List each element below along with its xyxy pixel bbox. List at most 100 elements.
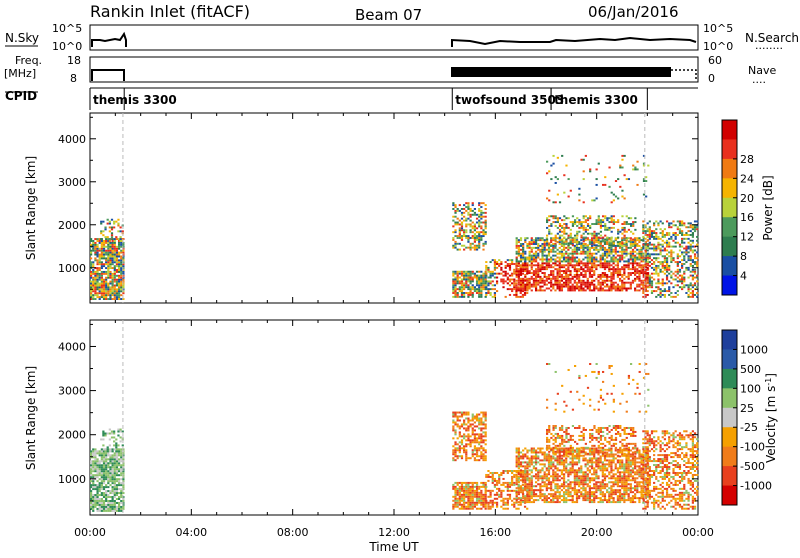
heatmap-cell bbox=[478, 492, 480, 494]
heatmap-cell bbox=[546, 495, 548, 497]
heatmap-cell bbox=[649, 244, 651, 246]
heatmap-cell bbox=[465, 286, 467, 288]
heatmap-cell bbox=[546, 262, 548, 264]
heatmap-cell bbox=[522, 465, 524, 467]
heatmap-cell bbox=[90, 265, 92, 267]
heatmap-cell bbox=[668, 290, 670, 292]
heatmap-cell bbox=[565, 499, 567, 501]
heatmap-cell bbox=[469, 498, 471, 500]
heatmap-cell bbox=[628, 178, 630, 180]
heatmap-cell bbox=[507, 265, 509, 267]
heatmap-cell bbox=[459, 271, 461, 273]
heatmap-cell bbox=[469, 439, 471, 441]
heatmap-cell bbox=[567, 479, 569, 481]
heatmap-cell bbox=[624, 221, 626, 223]
heatmap-cell bbox=[585, 471, 587, 473]
heatmap-cell bbox=[109, 448, 111, 450]
heatmap-cell bbox=[623, 257, 625, 259]
heatmap-cell bbox=[546, 288, 548, 290]
heatmap-cell bbox=[687, 284, 689, 286]
heatmap-cell bbox=[463, 249, 465, 251]
heatmap-cell bbox=[480, 216, 482, 218]
heatmap-cell bbox=[645, 196, 647, 198]
heatmap-cell bbox=[509, 482, 511, 484]
heatmap-cell bbox=[474, 437, 476, 439]
heatmap-cell bbox=[552, 465, 554, 467]
heatmap-cell bbox=[524, 495, 526, 497]
heatmap-cell bbox=[595, 260, 597, 262]
heatmap-cell bbox=[621, 239, 623, 241]
colorbar-tick-label: 16 bbox=[740, 211, 754, 224]
heatmap-cell bbox=[662, 236, 664, 238]
heatmap-cell bbox=[461, 486, 463, 488]
heatmap-cell bbox=[485, 223, 487, 225]
heatmap-cell bbox=[478, 498, 480, 500]
heatmap-cell bbox=[544, 268, 546, 270]
heatmap-cell bbox=[101, 288, 103, 290]
heatmap-cell bbox=[617, 219, 619, 221]
heatmap-cell bbox=[690, 240, 692, 242]
heatmap-cell bbox=[120, 494, 122, 496]
heatmap-cell bbox=[559, 274, 561, 276]
heatmap-cell bbox=[649, 277, 651, 279]
heatmap-cell bbox=[472, 273, 474, 275]
heatmap-cell bbox=[644, 244, 646, 246]
heatmap-cell bbox=[666, 253, 668, 255]
heatmap-cell bbox=[692, 296, 694, 298]
heatmap-cell bbox=[642, 224, 644, 226]
heatmap-cell bbox=[94, 259, 96, 261]
heatmap-cell bbox=[531, 471, 533, 473]
heatmap-cell bbox=[666, 242, 668, 244]
heatmap-cell bbox=[615, 196, 617, 198]
heatmap-cell bbox=[679, 224, 681, 226]
heatmap-cell bbox=[516, 262, 518, 264]
heatmap-cell bbox=[546, 244, 548, 246]
heatmap-cell bbox=[522, 477, 524, 479]
heatmap-cell bbox=[482, 277, 484, 279]
heatmap-cell bbox=[555, 225, 557, 227]
heatmap-cell bbox=[675, 261, 677, 263]
heatmap-cell bbox=[642, 286, 644, 288]
heatmap-cell bbox=[548, 471, 550, 473]
heatmap-cell bbox=[107, 254, 109, 256]
heatmap-cell bbox=[467, 500, 469, 502]
heatmap-cell bbox=[541, 253, 543, 255]
heatmap-cell bbox=[518, 493, 520, 495]
heatmap-cell bbox=[578, 223, 580, 225]
heatmap-cell bbox=[625, 264, 627, 266]
heatmap-cell bbox=[572, 469, 574, 471]
heatmap-cell bbox=[461, 412, 463, 414]
heatmap-cell bbox=[118, 502, 120, 504]
heatmap-cell bbox=[482, 457, 484, 459]
heatmap-cell bbox=[478, 488, 480, 490]
heatmap-cell bbox=[524, 483, 526, 485]
heatmap-cell bbox=[541, 257, 543, 259]
heatmap-cell bbox=[472, 453, 474, 455]
heatmap-cell bbox=[454, 223, 456, 225]
heatmap-cell bbox=[578, 270, 580, 272]
heatmap-cell bbox=[94, 292, 96, 294]
heatmap-cell bbox=[554, 278, 556, 280]
heatmap-cell bbox=[557, 270, 559, 272]
heatmap-cell bbox=[461, 447, 463, 449]
heatmap-cell bbox=[109, 298, 111, 300]
heatmap-cell bbox=[559, 280, 561, 282]
heatmap-cell bbox=[587, 247, 589, 249]
heatmap-cell bbox=[546, 264, 548, 266]
heatmap-cell bbox=[544, 455, 546, 457]
heatmap-cell bbox=[469, 506, 471, 508]
heatmap-cell bbox=[474, 277, 476, 279]
heatmap-cell bbox=[105, 252, 107, 254]
heatmap-cell bbox=[118, 506, 120, 508]
heatmap-cell bbox=[591, 473, 593, 475]
heatmap-cell bbox=[505, 271, 507, 273]
heatmap-cell bbox=[116, 474, 118, 476]
heatmap-cell bbox=[690, 230, 692, 232]
heatmap-cell bbox=[101, 271, 103, 273]
heatmap-cell bbox=[565, 253, 567, 255]
heatmap-cell bbox=[687, 269, 689, 271]
heatmap-cell bbox=[600, 221, 602, 223]
heatmap-cell bbox=[585, 219, 587, 221]
heatmap-cell bbox=[619, 272, 621, 274]
heatmap-cell bbox=[109, 429, 111, 431]
